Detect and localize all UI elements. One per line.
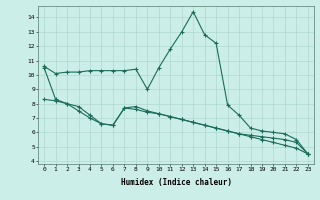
X-axis label: Humidex (Indice chaleur): Humidex (Indice chaleur) bbox=[121, 178, 231, 187]
